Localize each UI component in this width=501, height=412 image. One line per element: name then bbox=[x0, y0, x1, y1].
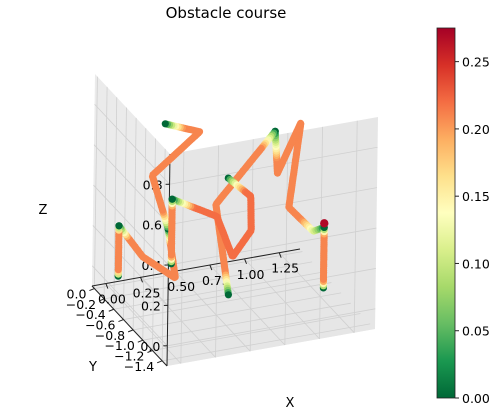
x-tick-mark bbox=[209, 264, 213, 271]
colorbar-tick-label: 0.00 bbox=[462, 391, 490, 406]
y-tick-label: −0.4 bbox=[75, 307, 105, 322]
z-grid-back bbox=[168, 187, 378, 226]
colorbar-tick-label: 0.20 bbox=[462, 122, 490, 137]
x-tick-mark bbox=[105, 283, 109, 289]
y-grid-floor bbox=[104, 261, 313, 300]
y-axis-line bbox=[91, 285, 168, 367]
y-grid-left bbox=[94, 76, 98, 289]
y-grid-floor bbox=[94, 251, 303, 289]
x-tick-label: 0.50 bbox=[167, 279, 195, 294]
y-grid-left bbox=[103, 86, 108, 299]
z-grid-back bbox=[167, 308, 376, 347]
y-tick-mark bbox=[156, 360, 163, 364]
x-grid-floor bbox=[278, 252, 355, 333]
z-grid-left bbox=[93, 144, 170, 225]
trajectory-points bbox=[114, 119, 329, 299]
y-grid-floor bbox=[162, 323, 371, 362]
trajectory-point bbox=[224, 291, 232, 299]
y-tick-mark bbox=[137, 339, 143, 343]
y-grid-floor bbox=[113, 271, 322, 310]
x-grid-back bbox=[353, 120, 358, 333]
y-grid-left bbox=[113, 97, 118, 310]
x-grid-floor bbox=[209, 264, 286, 346]
y-grid-floor bbox=[152, 313, 361, 351]
x-tick-label: 0.25 bbox=[133, 285, 161, 300]
y-grid-floor bbox=[142, 302, 351, 341]
colorbar-tick-label: 0.25 bbox=[462, 55, 490, 70]
trajectory-point-peak bbox=[320, 219, 329, 228]
z-tick-label: 0.6 bbox=[142, 218, 162, 233]
x-grid-floor bbox=[174, 270, 251, 352]
x-axis-label: X bbox=[286, 396, 295, 411]
y-tick-mark bbox=[98, 298, 105, 302]
y-grid-left bbox=[123, 107, 127, 320]
colorbar-gradient bbox=[436, 27, 456, 399]
colorbar-tick-label: 0.05 bbox=[462, 324, 490, 339]
y-tick-label: −0.8 bbox=[95, 328, 125, 343]
z-grid-left bbox=[92, 225, 169, 306]
z-grid-left bbox=[93, 184, 169, 266]
x-grid-back bbox=[284, 133, 289, 346]
colorbar: 0.00 0.05 0.10 0.15 0.20 0.25 bbox=[436, 27, 490, 406]
y-tick-label: −1.2 bbox=[114, 349, 144, 364]
x-grid-floor bbox=[244, 258, 320, 340]
z-axis-label: Z bbox=[39, 203, 48, 218]
x-tick-mark bbox=[140, 277, 143, 283]
trajectory-point bbox=[115, 222, 123, 230]
x-tick-mark bbox=[278, 252, 282, 258]
y-tick-label: −0.6 bbox=[85, 318, 115, 333]
z-grid-back bbox=[167, 268, 376, 306]
y-tick-mark bbox=[147, 350, 153, 353]
y-tick-label: −1.4 bbox=[124, 359, 154, 374]
y-tick-mark bbox=[127, 329, 134, 333]
x-tick-label: 1.00 bbox=[237, 267, 265, 282]
x-tick-mark bbox=[244, 258, 247, 265]
colorbar-tick-label: 0.15 bbox=[462, 189, 490, 204]
y-tick-mark bbox=[108, 308, 114, 312]
axes-grid bbox=[91, 76, 378, 364]
axis-ticks: 0.00 0.25 0.50 0.75 1.00 1.25−1.4−1.2−1.0−0.8… bbox=[66, 177, 299, 374]
x-grid-back bbox=[249, 139, 254, 352]
trajectory-point bbox=[148, 172, 157, 181]
y-axis-label: Y bbox=[88, 360, 97, 375]
y-tick-mark bbox=[118, 319, 124, 323]
back-wall-pane bbox=[167, 117, 378, 366]
z-grid-left bbox=[91, 265, 168, 347]
z-tick-label: 0.0 bbox=[140, 339, 160, 354]
x-tick-label: 0.00 bbox=[98, 292, 126, 307]
x-tick-label: 1.25 bbox=[271, 261, 299, 276]
trajectory-point bbox=[161, 120, 169, 128]
chart-title: Obstacle course bbox=[166, 4, 287, 22]
x-axis-line bbox=[91, 248, 301, 287]
y-grid-left bbox=[142, 128, 147, 341]
left-wall-pane bbox=[92, 74, 170, 366]
x-grid-back bbox=[180, 151, 185, 364]
z-grid-back bbox=[168, 227, 377, 266]
y-grid-floor bbox=[123, 282, 332, 320]
y-tick-label: −0.2 bbox=[66, 297, 96, 312]
y-grid-left bbox=[161, 148, 166, 361]
y-grid-left bbox=[132, 117, 137, 330]
y-tick-label: 0.0 bbox=[67, 287, 87, 302]
z-tick-label: 0.2 bbox=[141, 298, 161, 313]
y-tick-label: −1.0 bbox=[104, 338, 134, 353]
x-grid-back bbox=[215, 145, 219, 358]
trajectory-point bbox=[168, 195, 176, 203]
trajectory-point bbox=[297, 119, 305, 127]
trajectory-point bbox=[246, 192, 255, 200]
z-grid-back bbox=[169, 146, 378, 185]
y-tick-mark bbox=[89, 288, 95, 292]
colorbar-tick-label: 0.10 bbox=[462, 256, 490, 271]
